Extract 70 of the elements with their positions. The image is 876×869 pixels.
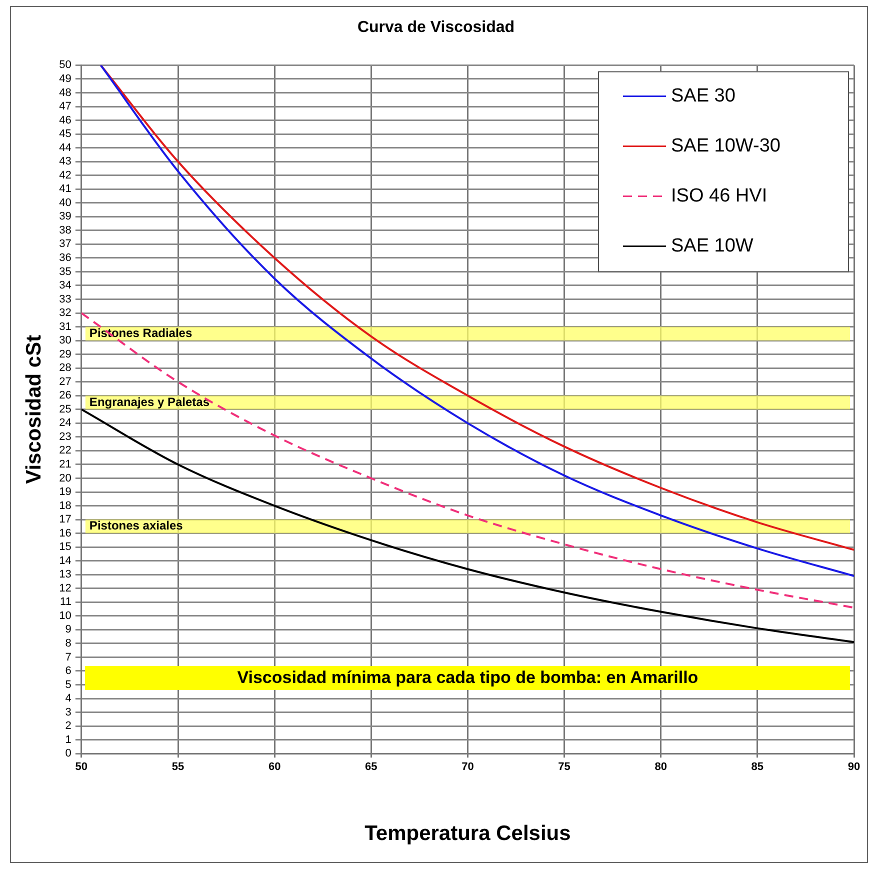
y-tick-label: 9 bbox=[65, 624, 72, 636]
y-tick-label: 13 bbox=[59, 568, 72, 581]
y-tick-label: 24 bbox=[59, 417, 72, 430]
y-tick-label: 48 bbox=[59, 86, 72, 99]
y-tick-label: 17 bbox=[59, 514, 72, 526]
y-tick-label: 40 bbox=[59, 196, 72, 209]
y-tick-label: 41 bbox=[59, 183, 72, 196]
y-axis-title: Viscosidad cSt bbox=[22, 334, 46, 484]
y-tick-label: 16 bbox=[59, 527, 72, 540]
legend-label: SAE 10W-30 bbox=[671, 135, 780, 156]
y-tick-label: 46 bbox=[59, 114, 72, 126]
chart-title: Curva de Viscosidad bbox=[357, 19, 515, 36]
y-tick-label: 27 bbox=[59, 376, 72, 388]
y-tick-label: 21 bbox=[59, 458, 72, 471]
y-tick-label: 23 bbox=[59, 430, 72, 443]
x-tick-label: 55 bbox=[172, 761, 184, 774]
legend-label: ISO 46 HVI bbox=[671, 185, 768, 206]
y-tick-label: 37 bbox=[59, 238, 72, 250]
band-label: Pistones axiales bbox=[89, 518, 184, 533]
legend-label: SAE 30 bbox=[671, 85, 736, 106]
y-tick-label: 30 bbox=[59, 334, 72, 347]
y-tick-label: 32 bbox=[59, 307, 72, 320]
y-tick-label: 35 bbox=[59, 266, 72, 278]
y-tick-label: 20 bbox=[59, 472, 72, 484]
y-tick-label: 34 bbox=[59, 280, 72, 292]
y-tick-label: 45 bbox=[59, 128, 72, 140]
y-tick-label: 10 bbox=[59, 610, 72, 622]
y-tick-label: 15 bbox=[59, 541, 72, 554]
y-tick-label: 42 bbox=[59, 169, 72, 182]
y-tick-label: 43 bbox=[59, 156, 72, 168]
y-tick-label: 2 bbox=[65, 720, 72, 732]
y-tick-label: 5 bbox=[65, 678, 72, 691]
y-tick-label: 47 bbox=[59, 100, 72, 113]
y-tick-label: 19 bbox=[59, 486, 72, 498]
y-tick-label: 38 bbox=[59, 224, 72, 236]
y-tick-label: 22 bbox=[59, 444, 72, 457]
y-tick-label: 18 bbox=[59, 500, 72, 512]
x-tick-label: 70 bbox=[462, 761, 474, 774]
x-tick-label: 60 bbox=[268, 761, 281, 774]
x-tick-label: 75 bbox=[558, 761, 570, 774]
x-tick-label: 80 bbox=[654, 761, 667, 774]
y-tick-label: 14 bbox=[59, 554, 72, 567]
y-tick-label: 8 bbox=[65, 637, 72, 650]
band-label: Engranajes y Paletas bbox=[89, 394, 210, 409]
x-tick-label: 85 bbox=[751, 761, 764, 774]
x-tick-label: 50 bbox=[75, 761, 88, 774]
y-tick-label: 11 bbox=[60, 596, 72, 608]
y-tick-label: 25 bbox=[59, 403, 72, 416]
x-tick-label: 90 bbox=[848, 761, 860, 774]
y-tick-label: 31 bbox=[59, 320, 72, 333]
y-tick-label: 44 bbox=[59, 142, 72, 154]
y-tick-label: 33 bbox=[59, 293, 72, 306]
x-tick-label: 65 bbox=[365, 761, 378, 774]
y-tick-label: 4 bbox=[65, 692, 72, 705]
y-tick-label: 39 bbox=[59, 210, 72, 223]
y-tick-label: 7 bbox=[65, 651, 72, 664]
legend-label: SAE 10W bbox=[671, 235, 754, 256]
y-tick-label: 29 bbox=[59, 348, 72, 360]
y-tick-label: 0 bbox=[65, 748, 72, 760]
y-tick-label: 12 bbox=[59, 582, 72, 594]
y-tick-label: 50 bbox=[59, 59, 72, 72]
y-tick-label: 3 bbox=[65, 706, 72, 718]
y-tick-label: 36 bbox=[59, 252, 72, 264]
y-tick-label: 49 bbox=[59, 73, 72, 85]
y-tick-label: 26 bbox=[59, 390, 72, 402]
x-axis-title: Temperatura Celsius bbox=[364, 822, 571, 846]
y-tick-label: 1 bbox=[65, 734, 72, 746]
y-tick-label: 6 bbox=[65, 665, 72, 678]
y-tick-label: 28 bbox=[59, 362, 72, 374]
note-box: Viscosidad mínima para cada tipo de bomba: en Amarillo bbox=[85, 666, 850, 690]
